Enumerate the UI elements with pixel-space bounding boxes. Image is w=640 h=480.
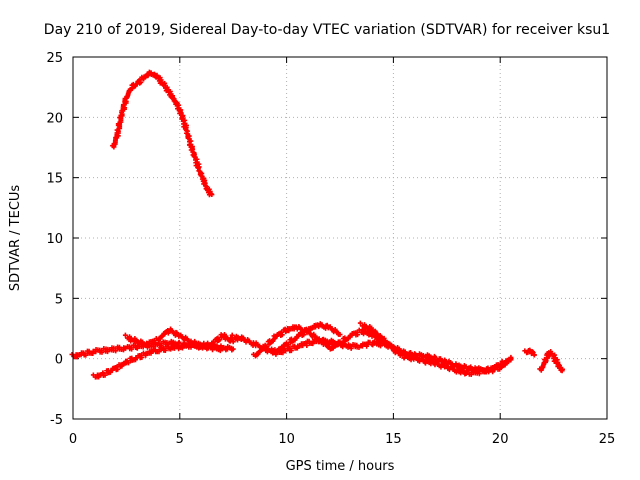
data-points bbox=[69, 69, 566, 380]
data-point-marker bbox=[115, 128, 121, 134]
data-point-marker bbox=[298, 325, 304, 331]
data-point-marker bbox=[270, 338, 276, 344]
data-point-marker bbox=[111, 141, 117, 147]
y-tick-label: -5 bbox=[50, 413, 63, 428]
data-point-marker bbox=[388, 343, 394, 349]
series-arc-i bbox=[522, 347, 537, 358]
y-tick-label: 5 bbox=[55, 292, 63, 307]
plot-frame bbox=[72, 56, 608, 420]
data-point-marker bbox=[178, 110, 184, 116]
grid-lines bbox=[73, 57, 607, 419]
data-point-marker bbox=[117, 120, 123, 126]
data-point-marker bbox=[145, 73, 151, 79]
data-point-marker bbox=[120, 102, 126, 108]
data-point-marker bbox=[264, 344, 270, 350]
y-tick-label: 0 bbox=[55, 353, 63, 368]
data-point-marker bbox=[369, 327, 375, 333]
data-point-marker bbox=[410, 354, 416, 360]
x-axis-label: GPS time / hours bbox=[286, 459, 395, 474]
data-point-marker bbox=[124, 94, 130, 100]
data-point-marker bbox=[139, 339, 145, 345]
data-point-marker bbox=[408, 350, 414, 356]
data-point-marker bbox=[440, 361, 446, 367]
data-point-marker bbox=[198, 173, 204, 179]
data-point-marker bbox=[246, 338, 252, 344]
data-point-marker bbox=[179, 115, 185, 121]
data-point-marker bbox=[137, 77, 143, 83]
x-tick-label: 0 bbox=[69, 432, 77, 447]
series-arc-h bbox=[357, 320, 514, 378]
data-point-marker bbox=[164, 86, 170, 92]
data-point-marker bbox=[113, 134, 119, 140]
x-tick-label: 25 bbox=[599, 432, 616, 447]
data-point-marker bbox=[122, 332, 128, 338]
data-point-marker bbox=[230, 346, 236, 352]
data-point-marker bbox=[549, 351, 555, 357]
y-tick-label: 10 bbox=[46, 232, 63, 247]
data-point-marker bbox=[378, 334, 384, 340]
x-tick-label: 5 bbox=[176, 432, 184, 447]
data-point-marker bbox=[531, 352, 537, 358]
data-point-marker bbox=[174, 330, 180, 336]
data-point-marker bbox=[255, 351, 261, 357]
series-arc-j bbox=[537, 349, 566, 374]
axis-ticks: 0 5 10 15 20 25 -5 0 5 10 15 20 25 bbox=[46, 51, 615, 447]
chart-title: Day 210 of 2019, Sidereal Day-to-day VTE… bbox=[44, 22, 610, 38]
data-point-marker bbox=[468, 364, 474, 370]
data-point-marker bbox=[434, 360, 440, 366]
data-point-marker bbox=[539, 364, 545, 370]
data-point-marker bbox=[420, 356, 426, 362]
y-axis-label: SDTVAR / TECUs bbox=[8, 185, 23, 292]
data-point-marker bbox=[157, 336, 163, 342]
data-point-marker bbox=[122, 105, 128, 111]
x-tick-label: 15 bbox=[385, 432, 402, 447]
series-arc-f bbox=[272, 321, 343, 354]
data-point-marker bbox=[543, 358, 549, 364]
data-point-marker bbox=[508, 356, 514, 362]
data-point-marker bbox=[357, 320, 363, 326]
data-point-marker bbox=[527, 347, 533, 353]
y-tick-label: 20 bbox=[46, 111, 63, 126]
data-point-marker bbox=[162, 331, 168, 337]
data-point-marker bbox=[209, 192, 215, 198]
data-point-marker bbox=[211, 339, 217, 345]
data-point-marker bbox=[437, 356, 443, 362]
series-arc-c bbox=[122, 326, 236, 350]
data-point-marker bbox=[191, 153, 197, 159]
data-point-marker bbox=[161, 82, 167, 88]
y-tick-label: 25 bbox=[46, 51, 63, 66]
data-point-marker bbox=[324, 322, 330, 328]
data-point-marker bbox=[559, 368, 565, 374]
data-point-marker bbox=[451, 366, 457, 372]
data-point-marker bbox=[217, 337, 223, 343]
data-point-marker bbox=[169, 328, 175, 334]
series-satellite-arc-high bbox=[110, 69, 215, 198]
x-tick-label: 20 bbox=[492, 432, 509, 447]
data-point-marker bbox=[133, 81, 139, 87]
y-tick-label: 15 bbox=[46, 172, 63, 187]
data-point-marker bbox=[259, 346, 265, 352]
data-point-marker bbox=[556, 364, 562, 370]
data-point-marker bbox=[229, 332, 235, 338]
data-point-marker bbox=[230, 339, 236, 345]
data-point-marker bbox=[404, 353, 410, 359]
data-point-marker bbox=[453, 361, 459, 367]
data-point-marker bbox=[378, 343, 384, 349]
data-point-marker bbox=[529, 349, 535, 355]
data-point-marker bbox=[337, 332, 343, 338]
data-point-marker bbox=[185, 135, 191, 141]
data-point-marker bbox=[119, 108, 125, 114]
x-tick-label: 10 bbox=[278, 432, 295, 447]
data-point-marker bbox=[154, 72, 160, 78]
data-point-marker bbox=[319, 322, 325, 328]
series-arc-g bbox=[325, 327, 514, 375]
data-point-marker bbox=[432, 354, 438, 360]
data-point-marker bbox=[463, 364, 469, 370]
data-point-marker bbox=[373, 330, 379, 336]
